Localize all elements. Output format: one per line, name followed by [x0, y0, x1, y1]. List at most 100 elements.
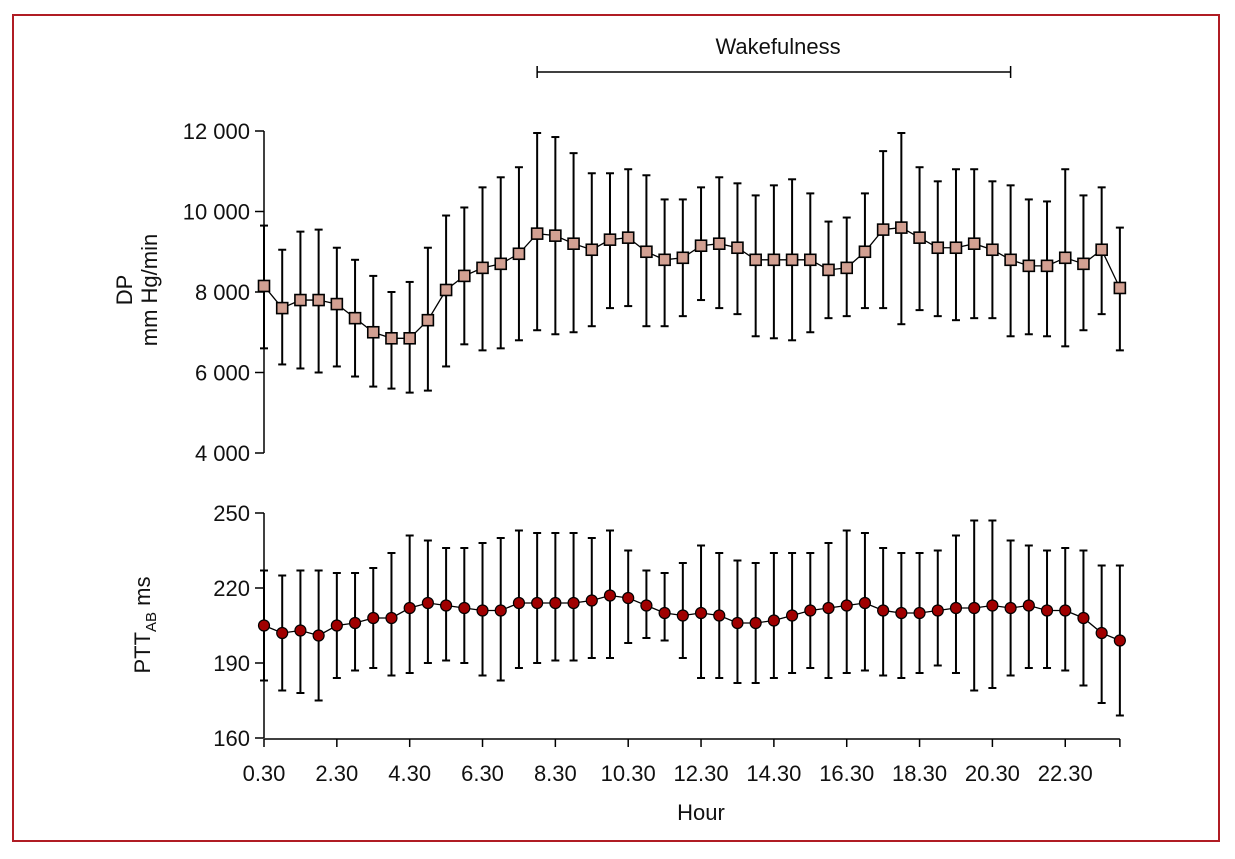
x-tick-label: 14.30 — [746, 761, 801, 786]
ptt-data-point — [895, 606, 908, 620]
ptt-data-point — [348, 616, 362, 630]
ptt-data-point — [877, 604, 890, 617]
ptt-ytick-label: 160 — [213, 726, 250, 751]
x-tick-label: 20.30 — [965, 761, 1020, 786]
dp-data-point — [476, 261, 489, 275]
figure-border — [12, 14, 1220, 842]
ptt-data-point — [949, 601, 963, 615]
dp-data-point — [1095, 243, 1108, 257]
ptt-data-point — [804, 604, 817, 617]
ptt-error-bar — [569, 532, 578, 662]
dp-y-axis-label: DP mm Hg/min — [112, 234, 162, 346]
ptt-data-point — [676, 609, 689, 622]
wakefulness-annotation: Wakefulness — [536, 34, 1012, 78]
ptt-data-point — [585, 594, 598, 607]
ptt-data-point — [1113, 634, 1126, 647]
ptt-data-point — [512, 596, 526, 610]
dp-data-point — [712, 237, 726, 250]
dp-data-point — [1113, 281, 1127, 295]
dp-ytick-label: 12 000 — [183, 119, 250, 144]
dp-data-point — [1077, 257, 1090, 271]
ptt-data-point — [1022, 599, 1035, 612]
ptt-data-point — [494, 604, 507, 617]
dp-data-point — [458, 269, 471, 283]
ptt-data-point — [858, 596, 872, 610]
ptt-data-point — [276, 626, 289, 640]
ptt-data-point — [713, 609, 726, 622]
ptt-data-point — [1077, 611, 1090, 625]
wakefulness-label: Wakefulness — [715, 34, 840, 59]
ptt-data-point — [440, 599, 453, 612]
dp-data-point — [731, 241, 744, 255]
ptt-data-point — [913, 606, 926, 620]
dp-data-point — [439, 283, 453, 297]
ptt-data-point — [749, 616, 762, 630]
ptt-data-point — [385, 611, 398, 625]
ptt-data-point — [931, 604, 944, 617]
ptt-data-point — [1040, 604, 1054, 617]
ptt-ylabel: PTTAB ms — [130, 576, 160, 673]
dp-data-point — [785, 253, 799, 267]
dp-data-point — [803, 253, 817, 267]
ptt-data-point — [312, 629, 325, 642]
dp-data-point — [366, 325, 380, 339]
dp-data-point — [585, 243, 599, 257]
dp-data-point — [603, 233, 617, 246]
ptt-data-point — [694, 606, 708, 620]
dp-data-point — [348, 311, 362, 325]
dp-data-point — [1058, 251, 1072, 265]
ptt-data-point — [1059, 604, 1072, 617]
ptt-y-axis-label: PTTAB ms — [130, 576, 160, 673]
x-tick-label: 12.30 — [674, 761, 729, 786]
ptt-data-point — [785, 609, 799, 622]
ptt-data-point — [622, 591, 635, 605]
dp-ytick-label: 4 000 — [195, 441, 250, 466]
dp-ylabel-line1: DP — [112, 275, 137, 306]
ptt-ylabel-unit: ms — [130, 576, 155, 611]
ptt-ytick-label: 190 — [213, 651, 250, 676]
dp-data-point — [1022, 259, 1036, 273]
ptt-data-point — [531, 596, 544, 610]
dp-data-point — [822, 263, 835, 277]
dp-ytick-label: 10 000 — [183, 200, 250, 225]
ptt-ylabel-sub: AB — [143, 612, 160, 632]
dp-data-point — [621, 231, 635, 244]
ptt-data-point — [330, 619, 343, 632]
dp-data-point — [257, 279, 271, 293]
ptt-data-point — [458, 601, 471, 615]
dp-data-point — [1004, 253, 1017, 267]
dp-data-point — [512, 247, 526, 261]
ptt-data-point — [294, 624, 307, 637]
ptt-data-point — [640, 599, 653, 612]
ptt-y-axis: 160 190 220 250 — [213, 501, 265, 751]
dp-series — [257, 132, 1127, 394]
x-tick-label: 10.30 — [601, 761, 656, 786]
ptt-data-point — [1095, 626, 1108, 640]
dp-data-point — [294, 293, 307, 307]
dp-data-point — [275, 301, 289, 315]
ptt-ytick-label: 220 — [213, 576, 250, 601]
dp-data-point — [694, 239, 708, 253]
ptt-data-point — [567, 596, 580, 610]
x-tick-label: 0.30 — [243, 761, 286, 786]
dp-data-point — [312, 293, 325, 307]
dp-y-axis: 4 000 6 000 8 000 10 000 12 000 — [183, 119, 265, 466]
ptt-data-point — [1004, 601, 1017, 615]
x-axis-label: Hour — [677, 800, 725, 825]
dp-data-point — [767, 253, 781, 267]
x-tick-label: 18.30 — [892, 761, 947, 786]
dp-data-point — [530, 227, 544, 240]
ptt-data-point — [731, 616, 744, 630]
ptt-data-point — [257, 619, 271, 632]
dp-data-point — [840, 261, 854, 275]
x-tick-label: 8.30 — [534, 761, 577, 786]
dp-data-point — [330, 297, 344, 311]
dp-data-point — [567, 237, 580, 250]
dp-data-point — [403, 331, 416, 345]
ptt-error-bar — [660, 572, 669, 642]
dp-data-point — [986, 243, 999, 257]
dp-data-point — [858, 245, 872, 259]
ptt-ytick-label: 250 — [213, 501, 250, 526]
dp-data-point — [967, 237, 981, 250]
